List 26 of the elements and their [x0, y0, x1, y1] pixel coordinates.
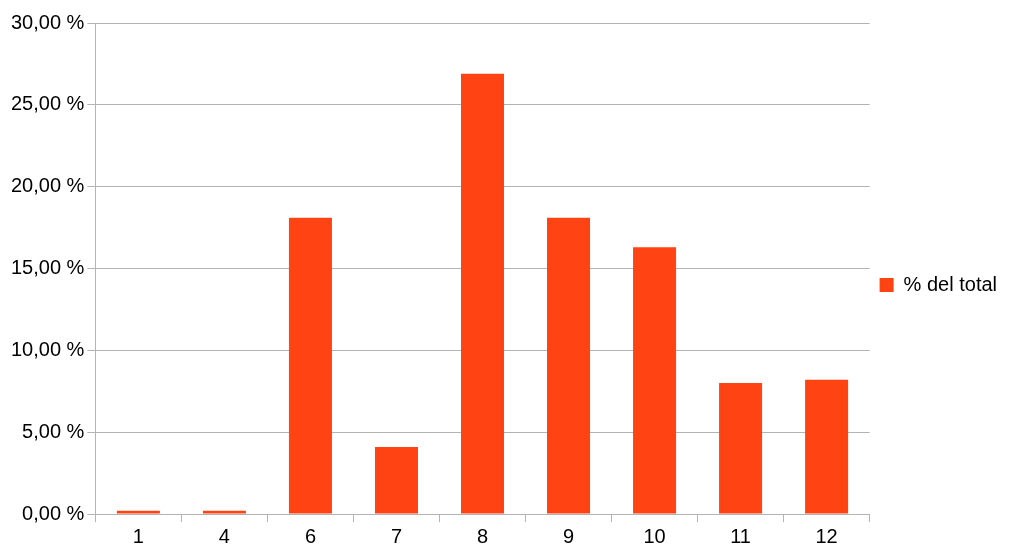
y-tick-label: 5,00 %: [22, 419, 85, 442]
x-tick-label: 11: [730, 524, 751, 547]
bar: [116, 510, 160, 514]
legend-label: % del total: [903, 272, 997, 295]
y-tick-label: 15,00 %: [11, 256, 85, 279]
x-tick-label: 7: [390, 524, 403, 547]
bar: [202, 510, 246, 514]
y-tick-label: 20,00 %: [11, 174, 85, 197]
bar: [547, 217, 591, 514]
bar: [374, 446, 418, 514]
y-tick-label: 0,00 %: [22, 501, 85, 524]
bar: [288, 217, 332, 514]
x-tick-label: 8: [476, 524, 489, 547]
bar: [805, 379, 849, 514]
x-tick-label: 10: [643, 524, 666, 547]
x-tick-label: 4: [218, 524, 230, 547]
y-tick-label: 30,00 %: [11, 10, 85, 33]
x-tick-label: 1: [132, 524, 144, 547]
y-tick-label: 25,00 %: [11, 92, 85, 115]
bar: [719, 383, 763, 514]
y-tick-label: 10,00 %: [11, 337, 85, 360]
bar: [460, 73, 505, 514]
x-tick-label: 12: [815, 524, 838, 547]
x-tick-label: 9: [562, 524, 575, 547]
x-tick-label: 6: [304, 524, 317, 547]
bar: [633, 247, 677, 514]
